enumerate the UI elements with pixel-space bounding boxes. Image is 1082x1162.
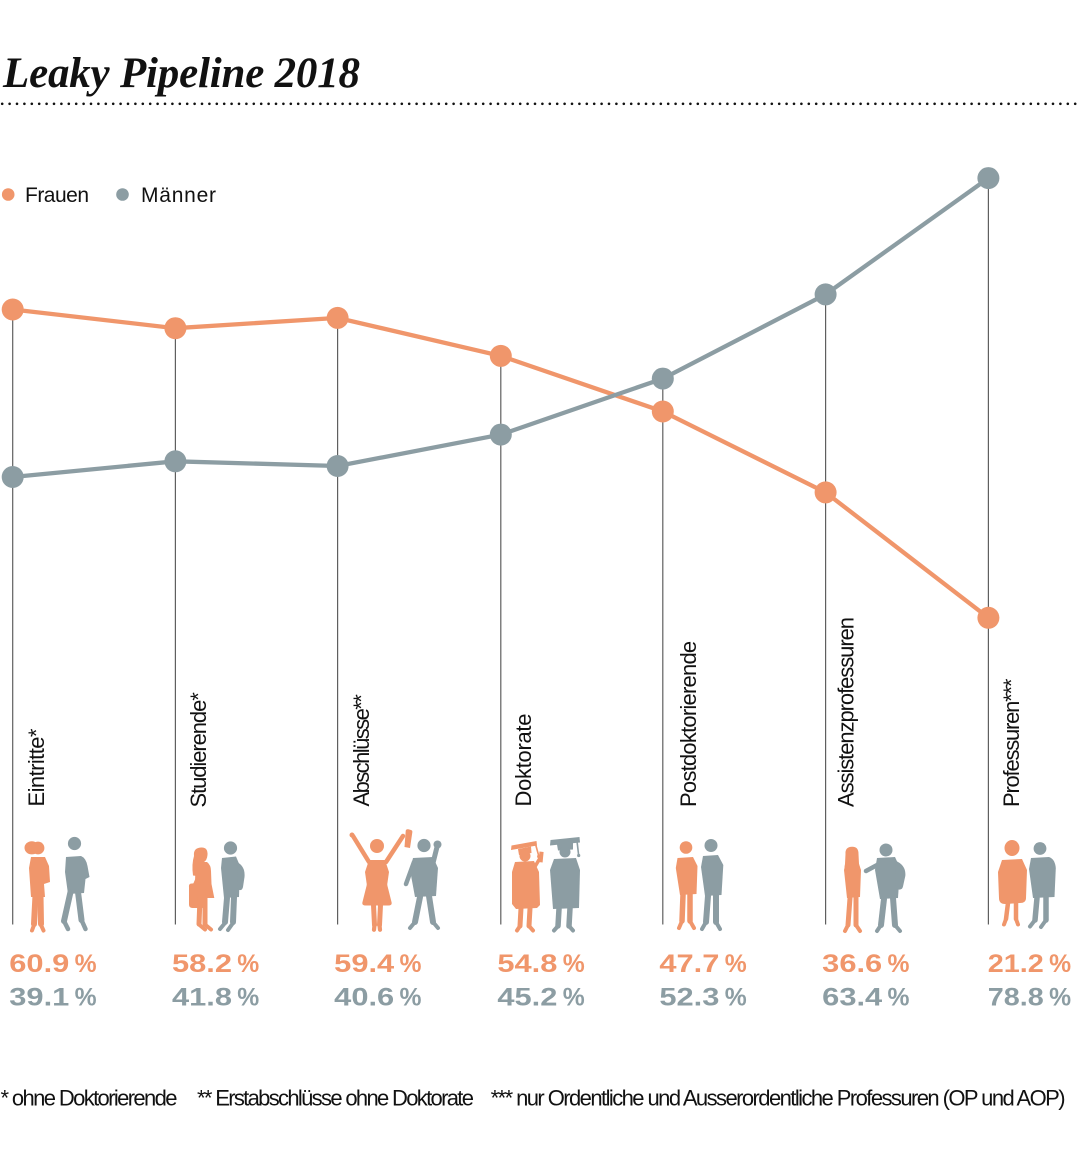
- svg-text:40.6%: 40.6%: [334, 984, 421, 1012]
- svg-text:Frauen: Frauen: [25, 184, 89, 207]
- svg-text:39.1%: 39.1%: [9, 984, 96, 1012]
- svg-text:47.7%: 47.7%: [659, 950, 746, 978]
- svg-text:78.8%: 78.8%: [988, 984, 1071, 1012]
- svg-text:59.4%: 59.4%: [334, 950, 421, 978]
- svg-text:Abschlüsse**: Abschlüsse**: [349, 694, 374, 807]
- svg-text:*** nur Ordentliche und Ausser: *** nur Ordentliche und Ausserordentlich…: [491, 1086, 1066, 1111]
- svg-text:45.2%: 45.2%: [497, 984, 584, 1012]
- svg-text:63.4%: 63.4%: [822, 984, 909, 1012]
- svg-text:21.2%: 21.2%: [988, 950, 1071, 978]
- svg-text:54.8%: 54.8%: [497, 950, 584, 978]
- svg-text:Postdoktorierende: Postdoktorierende: [676, 641, 701, 807]
- svg-text:Assistenzprofessuren: Assistenzprofessuren: [834, 617, 859, 807]
- svg-text:41.8%: 41.8%: [172, 984, 259, 1012]
- svg-text:60.9%: 60.9%: [9, 950, 96, 978]
- svg-text:* ohne Doktorierende: * ohne Doktorierende: [1, 1086, 178, 1111]
- svg-text:Studierende*: Studierende*: [186, 692, 211, 808]
- svg-text:52.3%: 52.3%: [659, 984, 746, 1012]
- svg-text:36.6%: 36.6%: [822, 950, 909, 978]
- svg-text:58.2%: 58.2%: [172, 950, 259, 978]
- svg-text:Eintritte*: Eintritte*: [24, 728, 49, 806]
- svg-text:Professuren***: Professuren***: [999, 678, 1024, 807]
- svg-text:Doktorate: Doktorate: [511, 714, 536, 807]
- svg-text:Leaky Pipeline 2018: Leaky Pipeline 2018: [2, 50, 360, 97]
- svg-text:Männer: Männer: [141, 184, 216, 207]
- svg-text:** Erstabschlüsse ohne Doktora: ** Erstabschlüsse ohne Doktorate: [197, 1086, 474, 1111]
